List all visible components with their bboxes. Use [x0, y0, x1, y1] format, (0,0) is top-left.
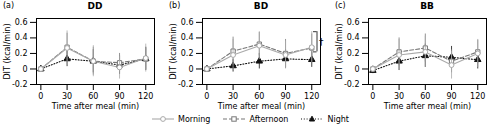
svg-text:0.4: 0.4	[15, 33, 28, 42]
svg-text:0: 0	[204, 92, 209, 101]
svg-text:90: 90	[280, 92, 290, 101]
svg-text:0: 0	[38, 92, 43, 101]
svg-text:-0.2: -0.2	[178, 80, 194, 89]
svg-text:0: 0	[370, 92, 375, 101]
html-text:BD: BD	[253, 1, 269, 11]
svg-text:Time after meal (min): Time after meal (min)	[51, 102, 139, 111]
svg-text:0.2: 0.2	[347, 49, 360, 58]
html-text:(c): (c)	[335, 1, 346, 10]
svg-text:0: 0	[22, 65, 27, 74]
svg-text:DIT (kcal/min): DIT (kcal/min)	[169, 23, 178, 79]
html-text:Afternoon: Afternoon	[249, 114, 289, 124]
html-text:(a): (a)	[3, 1, 15, 10]
html-text:BB: BB	[420, 1, 434, 11]
svg-text:0.6: 0.6	[181, 18, 194, 27]
svg-text:-0.2: -0.2	[344, 80, 360, 89]
svg-text:0.4: 0.4	[347, 33, 360, 42]
svg-text:0.4: 0.4	[181, 33, 194, 42]
svg-text:90: 90	[114, 92, 124, 101]
svg-text:60: 60	[88, 92, 98, 101]
svg-text:0: 0	[188, 65, 193, 74]
svg-text:†: †	[319, 37, 324, 47]
svg-text:0.2: 0.2	[181, 49, 194, 58]
svg-text:60: 60	[420, 92, 430, 101]
svg-text:0.6: 0.6	[347, 18, 360, 27]
svg-text:0: 0	[354, 65, 359, 74]
svg-text:-0.2: -0.2	[12, 80, 28, 89]
svg-text:Time after meal (min): Time after meal (min)	[217, 102, 305, 111]
svg-text:0.6: 0.6	[15, 18, 28, 27]
html-text:DD: DD	[87, 1, 103, 11]
svg-text:60: 60	[254, 92, 264, 101]
html-text:Night: Night	[327, 114, 349, 124]
svg-text:90: 90	[446, 92, 456, 101]
svg-text:30: 30	[394, 92, 404, 101]
svg-text:DIT (kcal/min): DIT (kcal/min)	[335, 23, 344, 79]
svg-text:30: 30	[62, 92, 72, 101]
svg-text:120: 120	[470, 92, 485, 101]
svg-text:120: 120	[304, 92, 319, 101]
svg-text:120: 120	[138, 92, 153, 101]
html-text:Morning: Morning	[178, 114, 211, 124]
svg-text:0.2: 0.2	[15, 49, 28, 58]
svg-text:Time after meal (min): Time after meal (min)	[383, 102, 471, 111]
html-text:(b): (b)	[169, 1, 181, 10]
svg-text:30: 30	[228, 92, 238, 101]
svg-text:DIT (kcal/min): DIT (kcal/min)	[3, 23, 12, 79]
